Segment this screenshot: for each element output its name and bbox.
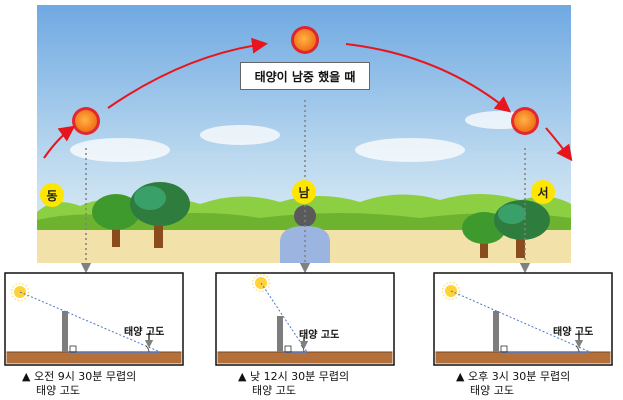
- direction-east-badge: 동: [40, 183, 64, 207]
- altitude-label-morning: 태양 고도: [124, 327, 165, 338]
- altitude-label-noon: 태양 고도: [299, 330, 340, 341]
- sun-icon: [72, 107, 100, 135]
- panel-noon: [215, 272, 395, 366]
- tree-icon: [92, 182, 190, 248]
- soil: [435, 352, 611, 364]
- person-icon: [280, 205, 330, 263]
- caption-morning-line2: 태양 고도: [36, 384, 80, 397]
- noon-callout: 태양이 남중 했을 때: [240, 62, 370, 90]
- sun-icon: [291, 26, 319, 54]
- pole-icon: [277, 316, 283, 352]
- pole-icon: [62, 311, 68, 352]
- clouds: [70, 111, 535, 162]
- caption-morning-line1: ▲ 오전 9시 30분 무렵의: [22, 370, 137, 383]
- top-scene: [37, 5, 573, 263]
- altitude-label-afternoon: 태양 고도: [553, 327, 594, 338]
- sun-ray: [450, 290, 591, 353]
- soil: [217, 352, 393, 364]
- panel-morning: [4, 272, 184, 366]
- caption-morning: ▲ 오전 9시 30분 무렵의 태양 고도: [22, 370, 136, 398]
- arc-arrow-3: [345, 43, 512, 113]
- direction-west-badge: 서: [531, 180, 555, 204]
- panel-afternoon: [433, 272, 613, 366]
- caption-noon-line2: 태양 고도: [252, 384, 296, 397]
- arc-arrow-2: [107, 37, 268, 109]
- soil: [6, 352, 182, 364]
- caption-afternoon-line1: ▲ 오후 3시 30분 무렵의: [456, 370, 571, 383]
- caption-afternoon-line2: 태양 고도: [470, 384, 514, 397]
- sun-ray: [260, 282, 308, 353]
- sun-ray: [19, 291, 161, 353]
- caption-afternoon: ▲ 오후 3시 30분 무렵의 태양 고도: [456, 370, 570, 398]
- caption-noon: ▲ 낮 12시 30분 무렵의 태양 고도: [238, 370, 349, 398]
- arc-arrow-1: [43, 125, 76, 159]
- arc-arrow-4: [545, 127, 573, 162]
- sun-icon: [511, 107, 539, 135]
- pole-icon: [493, 311, 499, 352]
- tree-icon: [462, 200, 550, 258]
- direction-south-badge: 남: [292, 180, 316, 204]
- caption-noon-line1: ▲ 낮 12시 30분 무렵의: [238, 370, 350, 383]
